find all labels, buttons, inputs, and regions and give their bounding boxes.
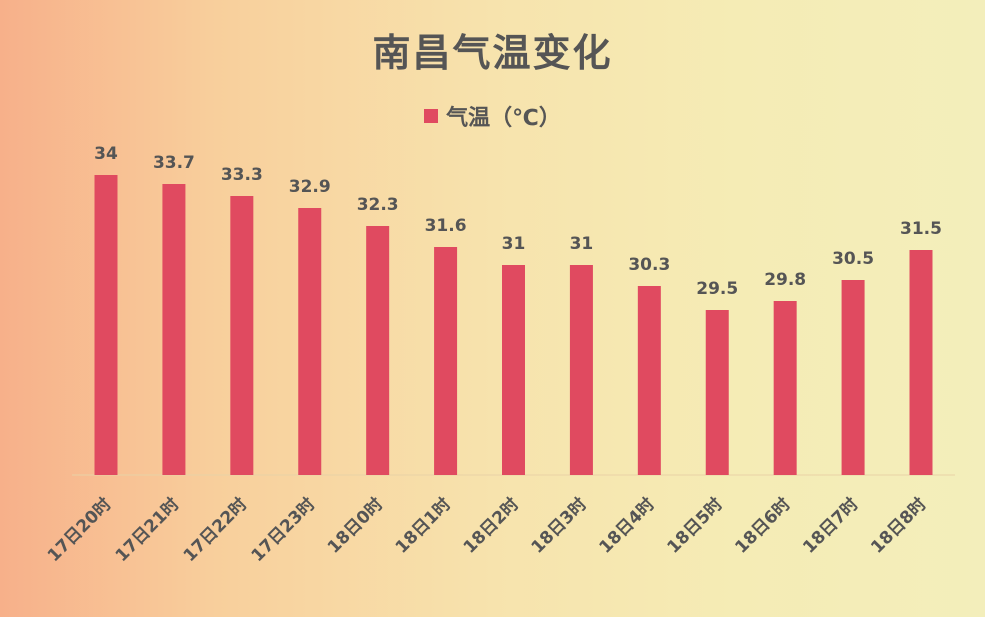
x-tick-label: 17日20时 bbox=[44, 494, 116, 566]
bar bbox=[773, 301, 797, 475]
data-label: 29.5 bbox=[696, 279, 738, 299]
bar bbox=[909, 250, 933, 475]
bar bbox=[162, 184, 186, 475]
bar bbox=[705, 310, 729, 475]
bar bbox=[637, 286, 661, 475]
bar bbox=[841, 280, 865, 475]
x-tick-label: 18日4时 bbox=[596, 494, 659, 557]
x-tick-label: 18日2时 bbox=[460, 494, 523, 557]
legend-label: 气温（℃） bbox=[446, 106, 561, 131]
x-tick-label: 18日7时 bbox=[799, 494, 862, 557]
x-tick-label: 18日6时 bbox=[731, 494, 794, 557]
data-label: 30.3 bbox=[628, 255, 670, 275]
data-label: 34 bbox=[94, 144, 118, 164]
x-tick-label: 18日0时 bbox=[324, 494, 387, 557]
data-label: 30.5 bbox=[832, 249, 874, 269]
bar bbox=[502, 265, 525, 475]
x-tick-label: 17日22时 bbox=[180, 494, 252, 566]
data-label: 32.9 bbox=[289, 177, 331, 197]
data-label: 31.6 bbox=[425, 216, 467, 236]
x-tick-label: 18日8时 bbox=[867, 494, 930, 557]
x-tick-label: 18日3时 bbox=[528, 494, 591, 557]
x-tick-label: 17日21时 bbox=[112, 494, 184, 566]
bar bbox=[230, 196, 254, 475]
x-tick-label: 18日5时 bbox=[663, 494, 726, 557]
data-label: 31.5 bbox=[900, 219, 942, 239]
legend-swatch bbox=[424, 109, 439, 123]
bar bbox=[366, 226, 390, 475]
x-tick-label: 18日1时 bbox=[392, 494, 455, 557]
x-tick-label: 17日23时 bbox=[248, 494, 320, 566]
data-label: 32.3 bbox=[357, 195, 399, 215]
bar bbox=[434, 247, 458, 475]
bar bbox=[569, 265, 593, 475]
chart-title: 南昌气温变化 bbox=[372, 31, 613, 75]
bar bbox=[298, 208, 322, 475]
data-label: 29.8 bbox=[764, 270, 806, 290]
legend: 气温（℃） bbox=[0, 100, 985, 132]
data-label: 33.7 bbox=[153, 153, 195, 173]
data-label: 33.3 bbox=[221, 165, 263, 185]
bar bbox=[94, 175, 118, 475]
data-label: 31 bbox=[502, 234, 526, 254]
data-label: 31 bbox=[570, 234, 594, 254]
